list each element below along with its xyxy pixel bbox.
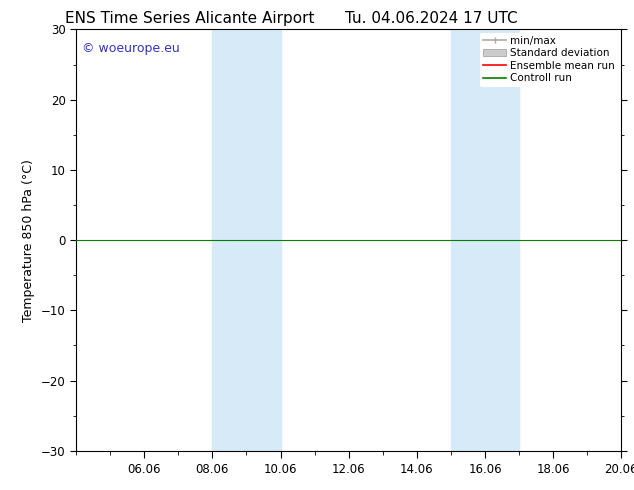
Y-axis label: Temperature 850 hPa (°C): Temperature 850 hPa (°C)	[22, 159, 36, 321]
Legend: min/max, Standard deviation, Ensemble mean run, Controll run: min/max, Standard deviation, Ensemble me…	[480, 32, 618, 87]
Bar	[212, 29, 280, 451]
Text: © woeurope.eu: © woeurope.eu	[82, 42, 179, 55]
Text: ENS Time Series Alicante Airport: ENS Time Series Alicante Airport	[65, 11, 315, 26]
Text: Tu. 04.06.2024 17 UTC: Tu. 04.06.2024 17 UTC	[345, 11, 517, 26]
Bar	[451, 29, 519, 451]
